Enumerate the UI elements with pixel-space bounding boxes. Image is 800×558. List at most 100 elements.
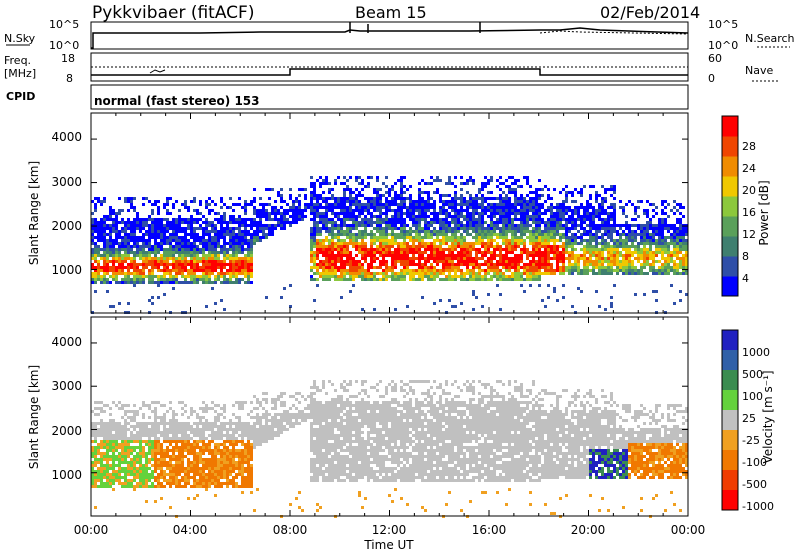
power-data-cell bbox=[598, 236, 601, 239]
power-data-cell bbox=[424, 212, 427, 215]
power-data-cell bbox=[544, 236, 547, 239]
power-data-cell bbox=[262, 209, 265, 212]
power-data-cell bbox=[154, 230, 157, 233]
power-data-cell bbox=[229, 239, 232, 242]
power-data-cell bbox=[412, 212, 415, 215]
power-data-cell bbox=[664, 236, 667, 239]
power-data-cell bbox=[427, 230, 430, 233]
power-data-cell bbox=[376, 245, 379, 248]
power-data-cell bbox=[562, 203, 565, 206]
power-data-cell bbox=[313, 221, 316, 224]
power-data-cell bbox=[511, 191, 514, 194]
power-data-cell bbox=[142, 266, 145, 269]
power-data-cell bbox=[463, 275, 466, 278]
velocity-data-cell bbox=[115, 443, 118, 446]
power-data-cell bbox=[271, 224, 274, 227]
power-data-cell bbox=[505, 251, 508, 254]
power-data-cell bbox=[403, 221, 406, 224]
power-data-cell bbox=[325, 197, 328, 200]
power-data-cell bbox=[394, 254, 397, 257]
power-data-cell bbox=[235, 275, 238, 278]
power-data-cell bbox=[466, 191, 469, 194]
power-data-cell bbox=[481, 185, 484, 188]
power-data-cell bbox=[325, 227, 328, 230]
power-data-cell bbox=[490, 209, 493, 212]
power-data-cell bbox=[676, 248, 679, 251]
power-data-cell bbox=[610, 305, 613, 308]
power-data-cell bbox=[139, 218, 142, 221]
power-data-cell bbox=[571, 194, 574, 197]
power-data-cell bbox=[682, 245, 685, 248]
velocity-data-cell bbox=[157, 467, 160, 470]
power-data-cell bbox=[511, 272, 514, 275]
power-data-cell bbox=[298, 188, 301, 191]
power-data-cell bbox=[463, 200, 466, 203]
power-data-cell bbox=[229, 263, 232, 266]
power-data-cell bbox=[133, 224, 136, 227]
power-data-cell bbox=[409, 239, 412, 242]
power-data-cell bbox=[532, 191, 535, 194]
power-data-cell bbox=[460, 206, 463, 209]
power-data-cell bbox=[367, 275, 370, 278]
velocity-data-cell bbox=[148, 479, 151, 482]
power-data-cell bbox=[196, 233, 199, 236]
power-data-cell bbox=[133, 221, 136, 224]
power-data-cell bbox=[268, 188, 271, 191]
power-data-cell bbox=[595, 245, 598, 248]
power-data-cell bbox=[643, 230, 646, 233]
power-data-cell bbox=[148, 224, 151, 227]
power-data-cell bbox=[595, 290, 598, 293]
power-data-cell bbox=[289, 284, 292, 287]
power-data-cell bbox=[400, 269, 403, 272]
power-data-cell bbox=[502, 248, 505, 251]
power-data-cell bbox=[508, 212, 511, 215]
power-data-cell bbox=[652, 236, 655, 239]
power-data-cell bbox=[175, 239, 178, 242]
power-data-cell bbox=[595, 227, 598, 230]
power-data-cell bbox=[343, 230, 346, 233]
power-data-cell bbox=[166, 272, 169, 275]
power-data-cell bbox=[661, 203, 664, 206]
power-data-cell bbox=[625, 272, 628, 275]
power-data-cell bbox=[445, 203, 448, 206]
power-data-cell bbox=[475, 242, 478, 245]
power-data-cell bbox=[118, 269, 121, 272]
power-data-cell bbox=[457, 224, 460, 227]
velocity-data-cell bbox=[130, 485, 133, 488]
power-data-cell bbox=[601, 257, 604, 260]
power-data-cell bbox=[313, 272, 316, 275]
power-data-cell bbox=[550, 269, 553, 272]
power-data-cell bbox=[349, 257, 352, 260]
power-data-cell bbox=[607, 224, 610, 227]
power-data-cell bbox=[400, 176, 403, 179]
velocity-data-cell bbox=[115, 422, 118, 425]
power-data-cell bbox=[514, 203, 517, 206]
power-data-cell bbox=[424, 260, 427, 263]
power-data-cell bbox=[643, 293, 646, 296]
velocity-data-cell bbox=[97, 461, 100, 464]
power-data-cell bbox=[286, 212, 289, 215]
power-data-cell bbox=[406, 305, 409, 308]
power-data-cell bbox=[172, 245, 175, 248]
power-data-cell bbox=[169, 254, 172, 257]
power-data-cell bbox=[94, 260, 97, 263]
power-data-cell bbox=[499, 275, 502, 278]
power-data-cell bbox=[667, 227, 670, 230]
power-data-cell bbox=[466, 200, 469, 203]
power-data-cell bbox=[649, 233, 652, 236]
power-data-cell bbox=[514, 239, 517, 242]
power-data-cell bbox=[130, 200, 133, 203]
power-data-cell bbox=[205, 227, 208, 230]
power-data-cell bbox=[169, 224, 172, 227]
velocity-data-cell bbox=[154, 422, 157, 425]
power-data-cell bbox=[340, 257, 343, 260]
power-data-cell bbox=[445, 248, 448, 251]
power-data-cell bbox=[553, 227, 556, 230]
power-data-cell bbox=[511, 212, 514, 215]
power-data-cell bbox=[256, 212, 259, 215]
power-data-cell bbox=[604, 200, 607, 203]
velocity-data-cell bbox=[163, 452, 166, 455]
power-data-cell bbox=[559, 203, 562, 206]
power-data-cell bbox=[535, 263, 538, 266]
power-data-cell bbox=[136, 239, 139, 242]
